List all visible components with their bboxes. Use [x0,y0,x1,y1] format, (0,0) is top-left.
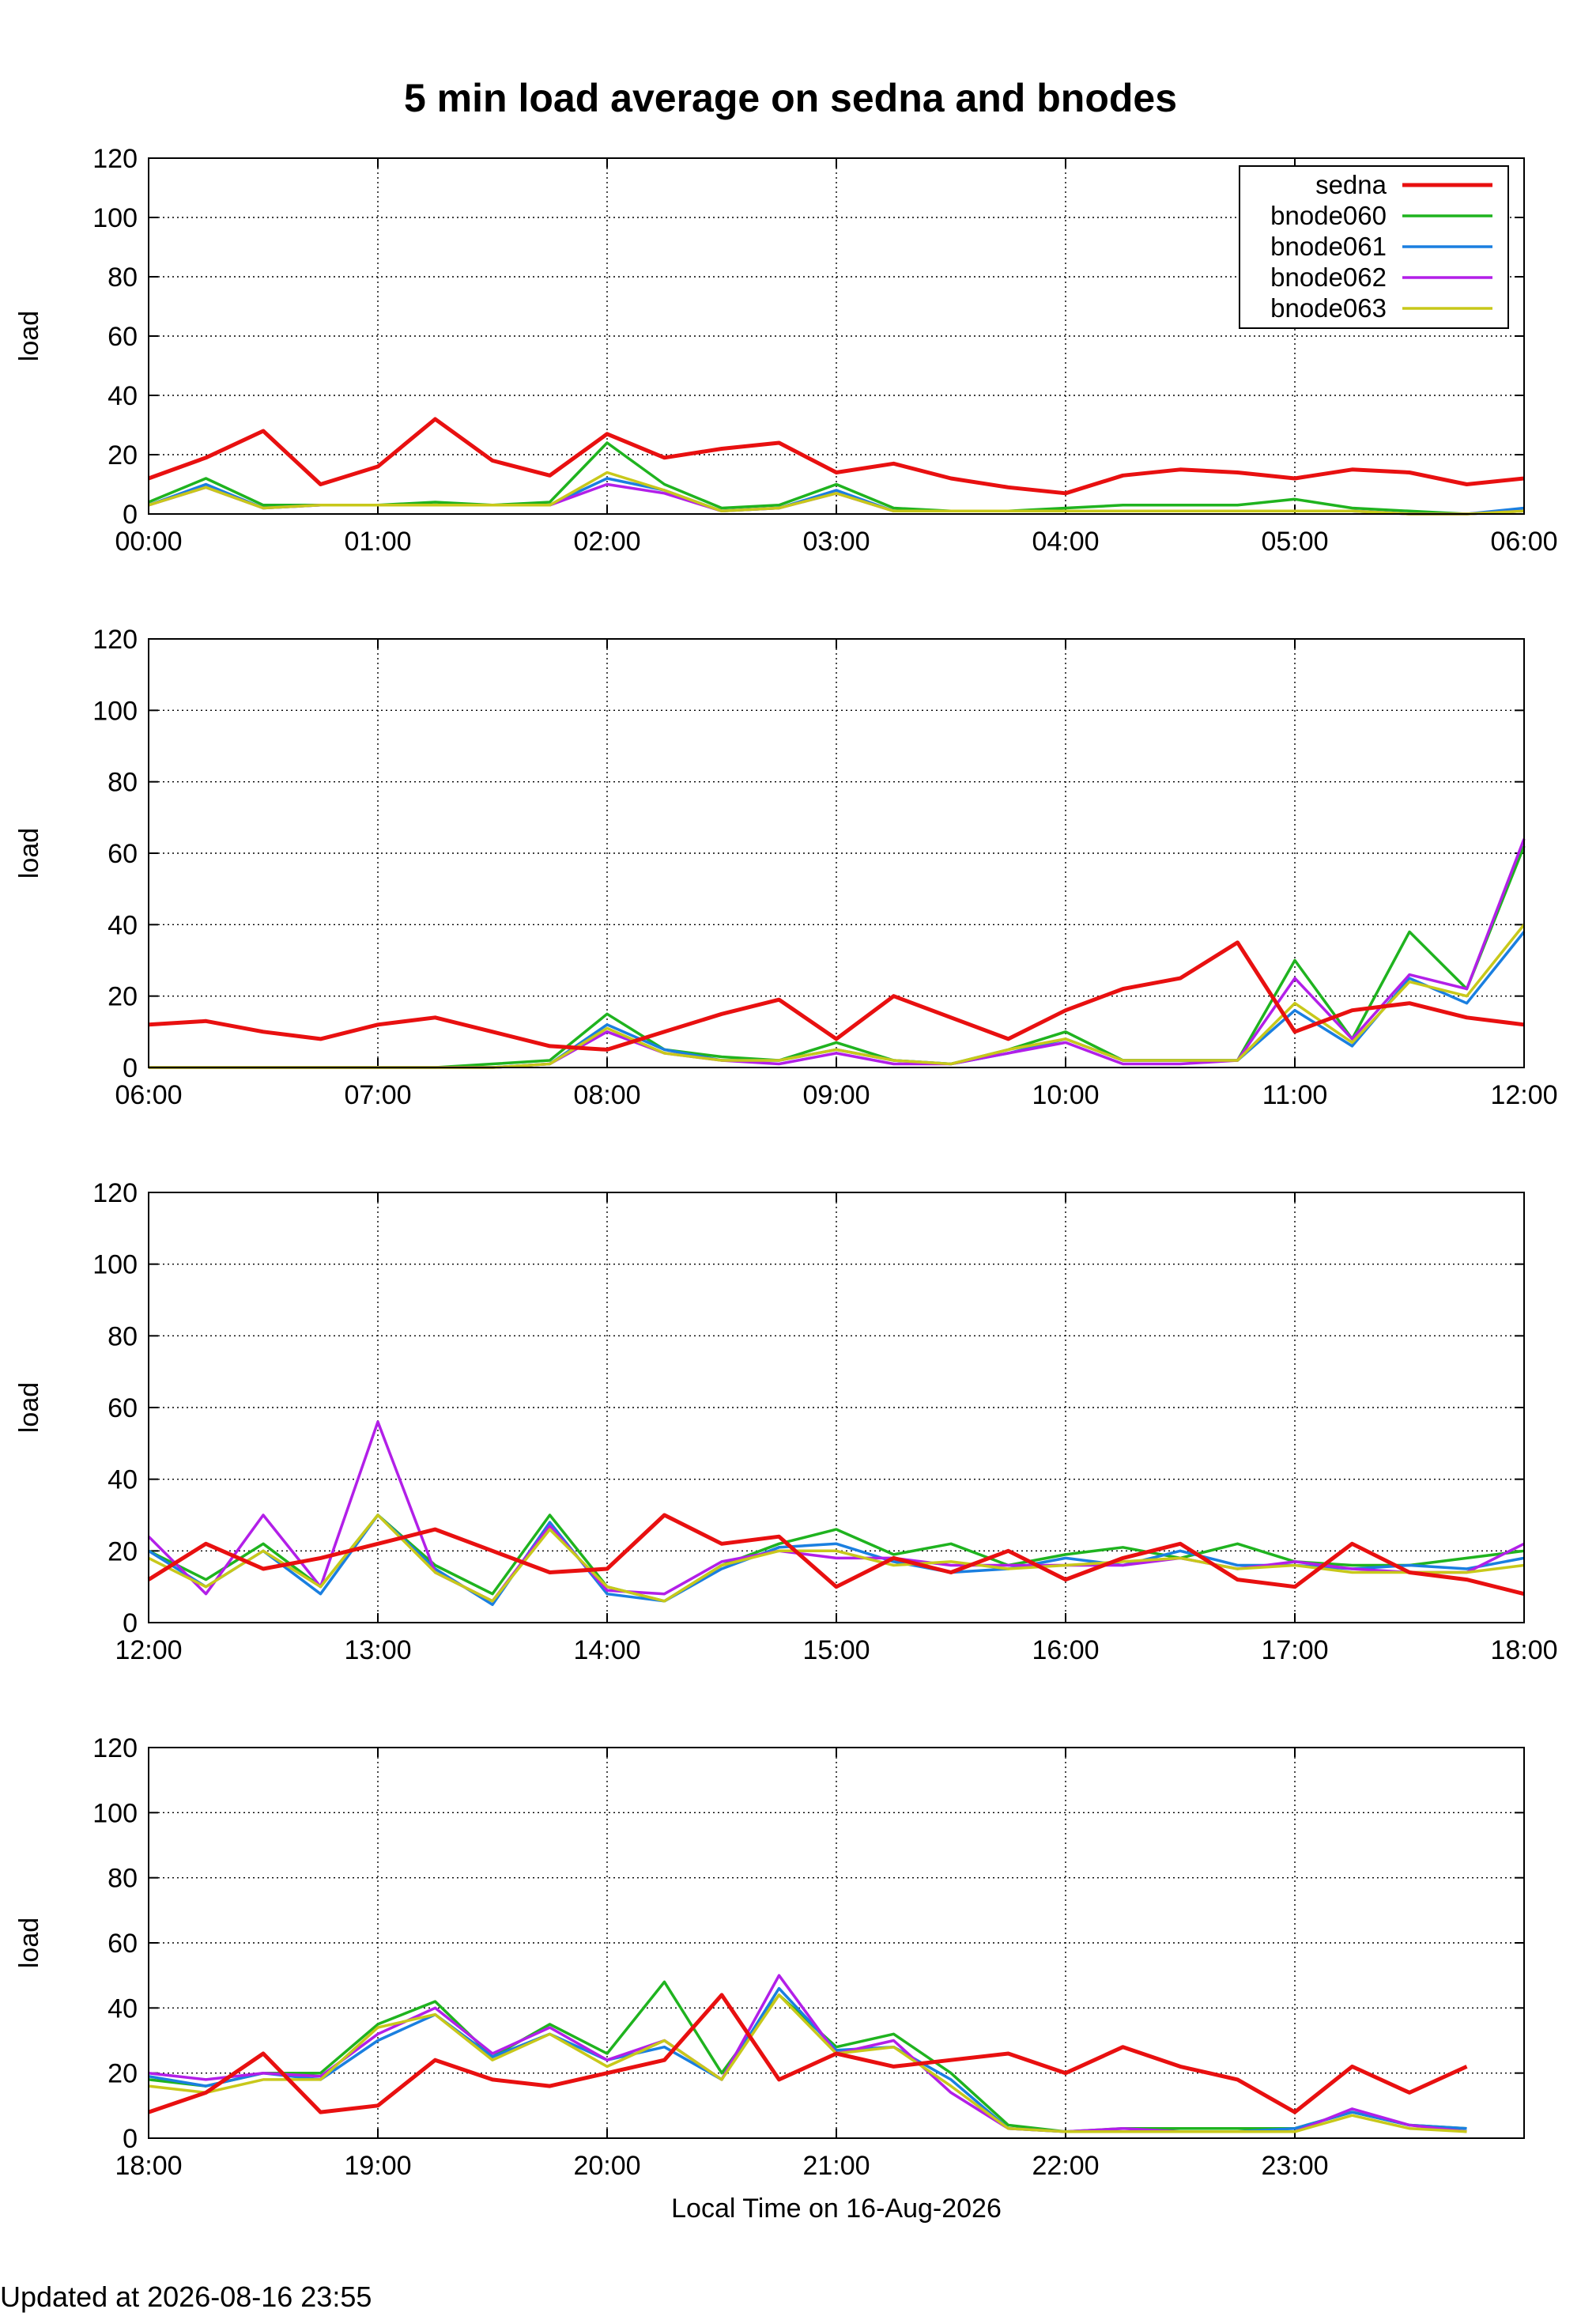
x-tick-label: 22:00 [1032,2151,1099,2181]
legend-label-bnode062: bnode062 [1270,263,1387,292]
y-tick-label: 20 [108,2059,138,2089]
x-tick-label: 21:00 [802,2151,870,2181]
x-tick-label: 14:00 [573,1635,640,1665]
y-tick-label: 80 [108,1321,138,1351]
y-tick-label: 100 [92,1798,138,1828]
x-tick-label: 01:00 [344,527,411,557]
x-tick-label: 11:00 [1262,1080,1328,1110]
x-tick-label: 00:00 [115,527,182,557]
series-line-bnode062 [147,1420,1525,1603]
y-tick-label: 20 [108,1536,138,1566]
page-title: 5 min load average on sedna and bnodes [403,76,1178,120]
y-tick-label: 0 [123,2124,138,2154]
series-line-bnode063 [148,470,1525,516]
y-tick-label: 80 [108,768,138,798]
x-tick-label: 08:00 [573,1080,640,1110]
chart-panel-2: 0 20 40 60 80 100 120 06:00 07:00 08:00 09:00 10:00… [14,625,1558,1110]
x-tick-label: 05:00 [1261,527,1328,557]
series-line-sedna [148,940,1525,1052]
y-tick-label: 40 [108,1465,138,1495]
y-axis-label: load [14,828,44,879]
legend-label-bnode061: bnode061 [1270,232,1387,261]
y-tick-label: 120 [92,1733,138,1763]
y-tick-label: 120 [92,144,138,174]
chart-panel-1: 0 20 40 60 80 100 120 00:00 01:00 02:00 03:00 04:00… [14,144,1558,557]
x-axis-label: Local Time on 16-Aug-2026 [671,2194,1002,2224]
x-tick-label: 09:00 [802,1080,870,1110]
x-tick-label: 15:00 [802,1635,870,1665]
x-tick-label: 06:00 [1490,527,1557,557]
series-line-bnode063 [148,1513,1525,1603]
x-tick-label: 17:00 [1261,1635,1328,1665]
legend-label-bnode060: bnode060 [1270,201,1387,230]
x-tick-label: 23:00 [1261,2151,1328,2181]
chart-panel-4: 0 20 40 60 80 100 120 18:00 19:00 20:00 21:00 22:00… [14,1733,1525,2224]
y-tick-label: 80 [108,1864,138,1894]
x-tick-label: 07:00 [344,1080,411,1110]
y-tick-label: 100 [92,696,138,726]
y-tick-label: 60 [108,322,138,352]
plot-frame [148,1192,1525,1623]
y-tick-label: 20 [108,982,138,1012]
x-tick-label: 19:00 [344,2151,411,2181]
x-tick-label: 13:00 [344,1635,411,1665]
y-axis-label: load [14,311,44,361]
series-line-bnode063 [148,1993,1467,2133]
x-tick-label: 12:00 [1490,1080,1557,1110]
x-tick-label: 06:00 [115,1080,182,1110]
series-line-sedna [147,1513,1525,1597]
y-tick-label: 40 [108,381,138,411]
updated-timestamp: Updated at 2026-08-16 23:55 [0,2281,372,2313]
x-tick-label: 18:00 [115,2151,182,2181]
plot-frame [148,638,1525,1068]
y-axis-label: load [14,1918,44,1968]
legend-label-bnode063: bnode063 [1270,293,1387,323]
x-tick-label: 20:00 [573,2151,640,2181]
x-tick-label: 18:00 [1490,1635,1557,1665]
y-tick-label: 0 [123,1608,138,1638]
y-tick-label: 0 [123,500,138,530]
chart-panel-3: 0 20 40 60 80 100 120 12:00 13:00 14:00 15:00 16:00… [14,1178,1558,1665]
x-tick-label: 10:00 [1032,1080,1099,1110]
y-axis-label: load [14,1382,44,1433]
legend-label-sedna: sedna [1315,170,1387,199]
x-tick-label: 12:00 [115,1635,182,1665]
y-tick-label: 60 [108,839,138,869]
plot-frame [148,1747,1525,2139]
x-tick-label: 04:00 [1032,527,1099,557]
y-tick-label: 20 [108,440,138,470]
y-tick-label: 80 [108,263,138,293]
y-tick-label: 60 [108,1929,138,1959]
y-tick-label: 120 [92,625,138,655]
y-tick-label: 40 [108,910,138,940]
y-tick-label: 100 [92,1250,138,1280]
x-tick-label: 16:00 [1032,1635,1099,1665]
y-tick-label: 100 [92,203,138,233]
y-tick-label: 60 [108,1393,138,1423]
x-tick-label: 02:00 [573,527,640,557]
x-tick-label: 03:00 [802,527,870,557]
plot-frame [148,157,1525,515]
series-line-sedna [148,417,1525,496]
y-tick-label: 40 [108,1993,138,2024]
series-line-sedna [148,1993,1468,2114]
y-tick-label: 0 [123,1053,138,1083]
y-tick-label: 120 [92,1178,138,1208]
